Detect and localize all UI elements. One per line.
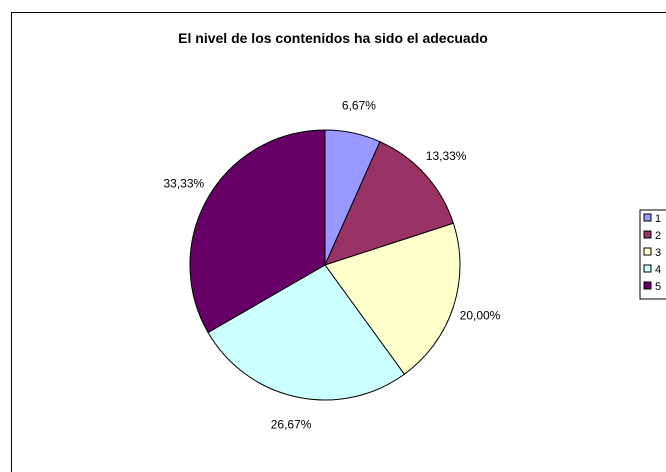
data-label-2: 13,33% [426, 149, 467, 163]
legend-label-4: 4 [655, 264, 661, 276]
data-label-3: 20,00% [460, 308, 501, 322]
pie-slice-3 [324, 222, 461, 375]
legend-label-3: 3 [655, 247, 661, 259]
legend-swatch-3 [643, 247, 652, 256]
data-label-4: 26,67% [271, 417, 312, 431]
legend-swatch-4 [643, 264, 652, 273]
legend-label-2: 2 [655, 230, 661, 242]
legend-label-5: 5 [655, 281, 661, 293]
legend-box [639, 209, 666, 300]
legend-label-1: 1 [655, 213, 661, 225]
legend-swatch-2 [643, 230, 652, 239]
data-label-1: 6,67% [342, 99, 376, 113]
legend-swatch-1 [643, 213, 652, 222]
data-label-5: 33,33% [163, 176, 204, 190]
pie-slice-4 [207, 264, 406, 401]
pie-slice-2 [324, 141, 455, 266]
chart-frame [11, 12, 666, 472]
legend-swatch-5 [643, 281, 652, 290]
chart-title: El nivel de los contenidos ha sido el ad… [178, 30, 488, 46]
pie-slice-5 [189, 129, 326, 334]
pie-chart: 6,67% 13,33% 20,00% 26,67% 33,33% 1 2 3 4 5 [163, 99, 666, 431]
